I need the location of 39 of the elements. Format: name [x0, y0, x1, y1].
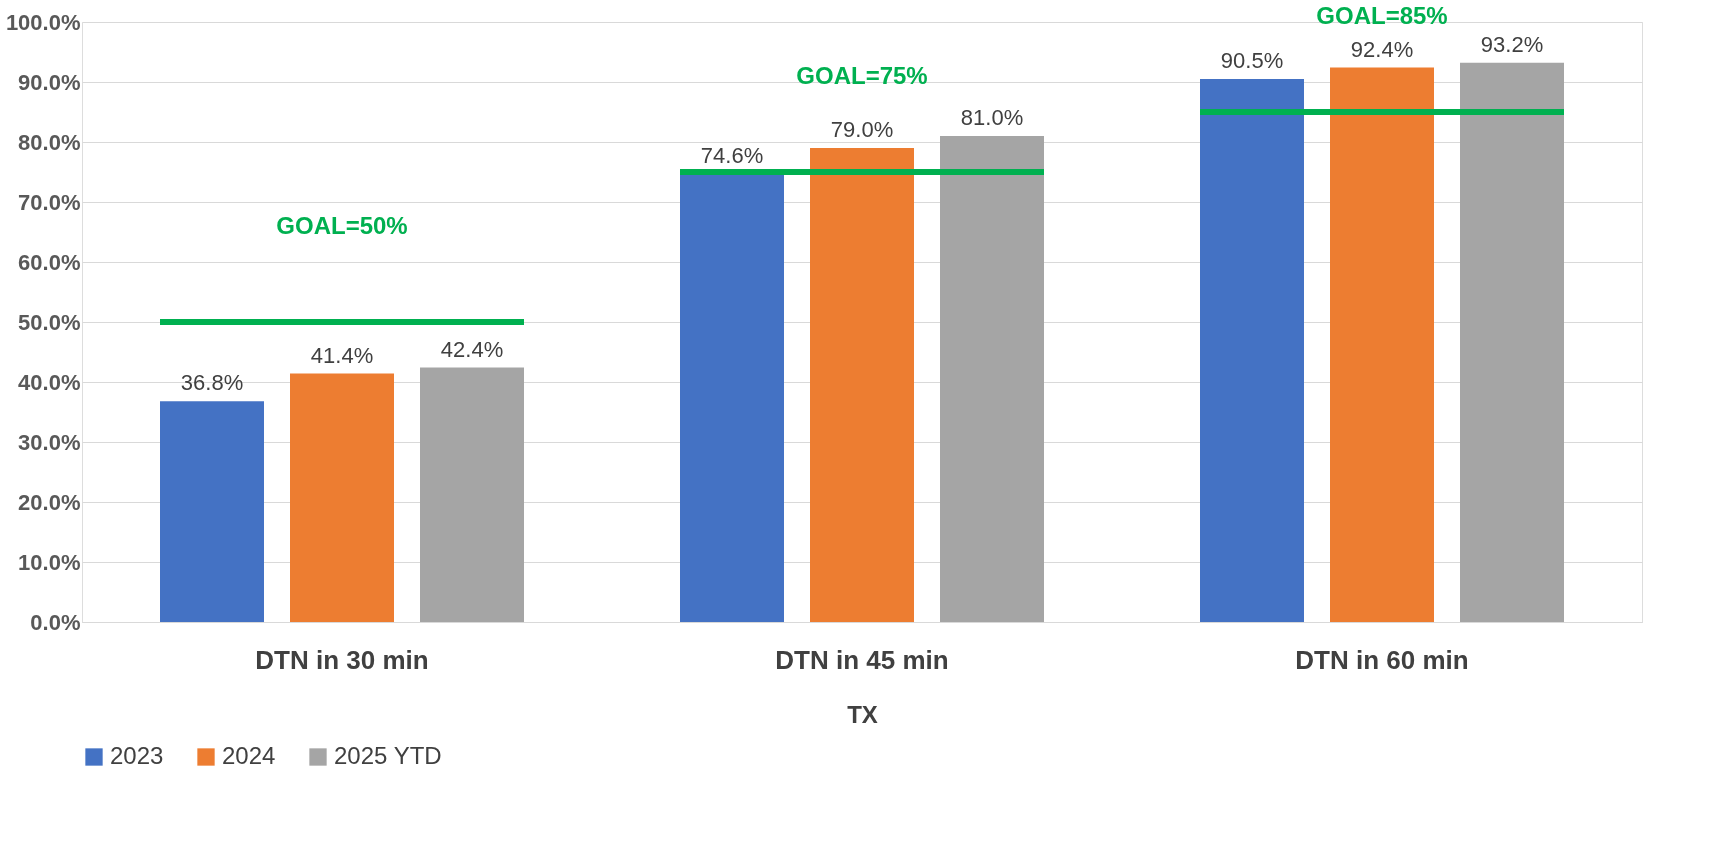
bar [290, 373, 394, 622]
data-label: 41.4% [310, 342, 374, 368]
data-label: 74.6% [700, 143, 764, 169]
bar [680, 174, 784, 622]
x-axis-title: TX [847, 700, 878, 728]
y-tick-label: 70.0% [18, 189, 81, 215]
bar [1460, 62, 1564, 622]
y-tick-label: 0.0% [30, 609, 81, 635]
data-label: 36.8% [180, 370, 244, 396]
x-tick-label: DTN in 60 min [1295, 644, 1469, 675]
data-label: 81.0% [960, 105, 1024, 130]
bar [160, 401, 264, 622]
bar [420, 367, 524, 622]
y-tick-label: 40.0% [18, 369, 81, 395]
y-tick-label: 10.0% [18, 549, 81, 575]
y-tick-label: 80.0% [18, 129, 81, 155]
bar [810, 148, 914, 622]
y-tick-label: 90.0% [18, 69, 81, 95]
x-tick-label: DTN in 30 min [255, 644, 429, 675]
y-tick-label: 20.0% [18, 489, 81, 515]
data-label: 93.2% [1480, 31, 1544, 57]
ref-line-label: GOAL=85% [1316, 2, 1448, 29]
y-tick-label: 30.0% [18, 429, 81, 455]
y-tick-label: 60.0% [18, 249, 81, 275]
legend-label: 2024 [222, 742, 276, 769]
data-label: 42.4% [440, 336, 504, 362]
y-tick-label: 50.0% [18, 309, 81, 335]
y-tick-label: 100.0% [5, 9, 81, 35]
x-tick-label: DTN in 45 min [775, 644, 949, 675]
legend-label: 2023 [110, 742, 164, 769]
data-label: 90.5% [1220, 48, 1284, 73]
bar [1200, 79, 1304, 622]
bar [940, 136, 1044, 622]
data-label: 79.0% [830, 117, 894, 142]
bar [1330, 67, 1434, 622]
ref-line-label: GOAL=75% [796, 62, 928, 89]
data-label: 92.4% [1350, 36, 1414, 62]
legend-label: 2025 YTD [334, 742, 442, 769]
ref-line-label: GOAL=50% [276, 212, 408, 239]
